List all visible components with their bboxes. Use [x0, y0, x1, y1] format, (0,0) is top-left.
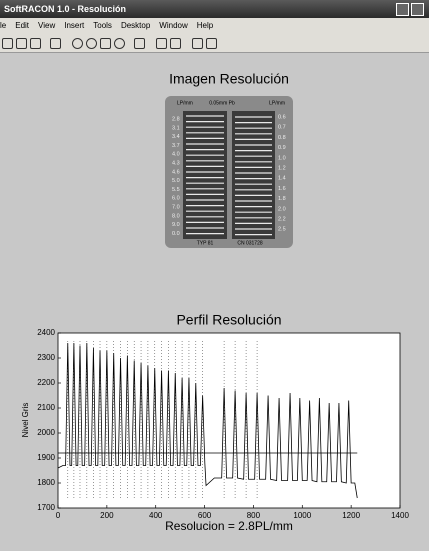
menu-bar: le Edit View Insert Tools Desktop Window Help [0, 18, 429, 34]
menu-item[interactable]: le [0, 18, 6, 34]
y-tick-label: 2200 [37, 378, 55, 387]
image-left-label: 3.7 [172, 143, 180, 149]
x-tick-label: 200 [100, 511, 114, 520]
tool-icon[interactable] [134, 38, 145, 49]
x-tick-label: 400 [149, 511, 163, 520]
y-axis-label: Nivel Gris [21, 403, 30, 438]
image-footer: CN 031728 [237, 240, 263, 246]
image-right-label: 1.8 [278, 196, 286, 202]
image-right-label: 1.0 [278, 155, 286, 161]
tool-icon[interactable] [72, 38, 83, 49]
image-left-label: 0.0 [172, 231, 180, 237]
image-left-label: 4.3 [172, 160, 180, 166]
image-left-label: 4.0 [172, 152, 180, 158]
image-header: LP/mm [177, 100, 193, 106]
image-left-label: 8.0 [172, 213, 180, 219]
image-right-label: 2.5 [278, 227, 286, 233]
image-right-label: 0.6 [278, 114, 286, 120]
menu-item[interactable]: Insert [64, 18, 84, 34]
tool-icon[interactable] [30, 38, 41, 49]
plot-area [58, 333, 400, 508]
window: SoftRACON 1.0 - Resolución le Edit View Ins… [0, 0, 429, 551]
x-tick-label: 1000 [293, 511, 311, 520]
y-tick-label: 1700 [37, 503, 55, 512]
image-left-label: 5.5 [172, 187, 180, 193]
y-tick-label: 1900 [37, 453, 55, 462]
y-tick-label: 2400 [37, 328, 55, 337]
menu-item[interactable]: View [38, 18, 55, 34]
tool-icon[interactable] [192, 38, 203, 49]
minimize-button[interactable] [396, 3, 409, 16]
tool-icon[interactable] [50, 38, 61, 49]
chart-title: Perfil Resolución [176, 312, 281, 328]
image-right-label: 0.7 [278, 125, 286, 131]
tool-icon[interactable] [114, 38, 125, 49]
tool-icon[interactable] [206, 38, 217, 49]
image-left-label: 3.1 [172, 125, 180, 131]
image-right-label: 2.0 [278, 206, 286, 212]
image-right-label: 2.2 [278, 216, 286, 222]
image-left-label: 4.6 [172, 169, 180, 175]
menu-item[interactable]: Tools [93, 18, 112, 34]
image-header: 0.05mm Pb [209, 100, 235, 106]
image-footer: TYP 81 [197, 240, 214, 246]
image-left-label: 3.4 [172, 134, 180, 140]
window-title: SoftRACON 1.0 - Resolución [4, 0, 126, 18]
image-right-label: 0.8 [278, 135, 286, 141]
image-right-label: 1.2 [278, 165, 286, 171]
tool-icon[interactable] [170, 38, 181, 49]
image-right-label: 0.9 [278, 145, 286, 151]
y-tick-label: 2000 [37, 428, 55, 437]
image-left-label: 5.0 [172, 178, 180, 184]
y-tick-label: 1800 [37, 478, 55, 487]
image-left-label: 7.0 [172, 204, 180, 210]
image-left-label: 2.8 [172, 116, 180, 122]
toolbar [0, 34, 429, 53]
title-bar: SoftRACON 1.0 - Resolución [0, 0, 429, 18]
x-axis-label: Resolucion = 2.8PL/mm [165, 519, 293, 533]
image-header: LP/mm [269, 100, 285, 106]
x-tick-label: 0 [56, 511, 61, 520]
image-title: Imagen Resolución [169, 71, 289, 87]
y-tick-label: 2300 [37, 353, 55, 362]
image-left-label: 9.0 [172, 222, 180, 228]
menu-item[interactable]: Desktop [121, 18, 150, 34]
image-strip [183, 111, 227, 239]
x-tick-label: 800 [247, 511, 261, 520]
x-tick-label: 600 [198, 511, 212, 520]
menu-item[interactable]: Help [197, 18, 213, 34]
tool-icon[interactable] [156, 38, 167, 49]
image-right-label: 1.4 [278, 176, 286, 182]
menu-item[interactable]: Edit [15, 18, 29, 34]
x-tick-label: 1200 [342, 511, 360, 520]
tool-icon[interactable] [86, 38, 97, 49]
maximize-button[interactable] [411, 3, 424, 16]
image-strip [232, 111, 275, 239]
image-right-label: 1.6 [278, 186, 286, 192]
y-tick-label: 2100 [37, 403, 55, 412]
tool-icon[interactable] [100, 38, 111, 49]
figure: Imagen Resolución Perfil Resolución Reso… [0, 53, 429, 551]
menu-item[interactable]: Window [159, 18, 187, 34]
tool-icon[interactable] [2, 38, 13, 49]
x-tick-label: 1400 [391, 511, 409, 520]
tool-icon[interactable] [16, 38, 27, 49]
image-left-label: 6.0 [172, 196, 180, 202]
